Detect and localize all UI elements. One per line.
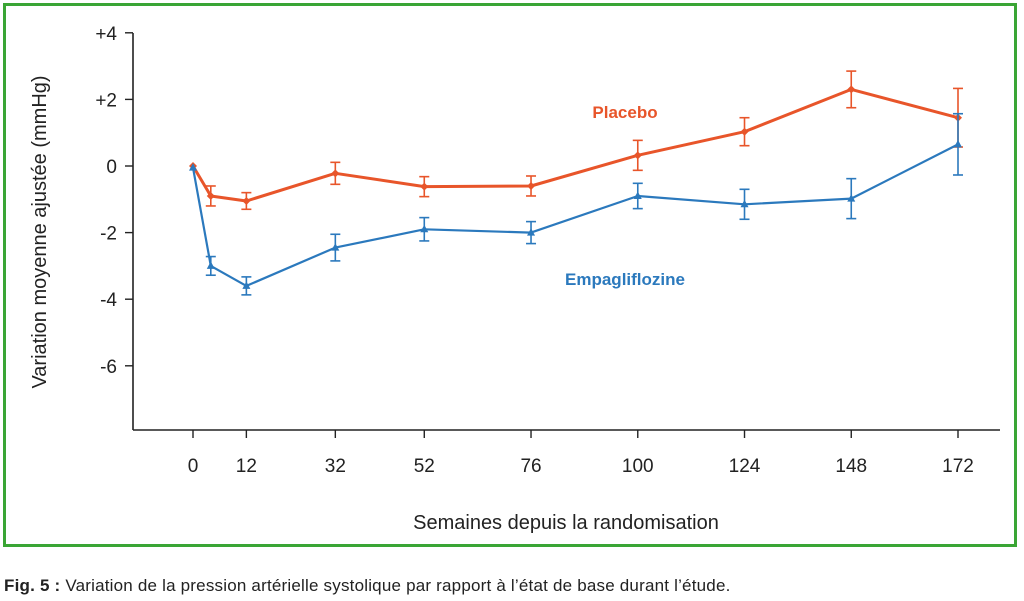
data-point bbox=[954, 139, 962, 148]
data-point bbox=[206, 261, 215, 269]
caption-text: Variation de la pression artérielle syst… bbox=[60, 576, 731, 595]
data-point bbox=[633, 151, 642, 160]
data-point bbox=[527, 228, 536, 236]
legend-empagliflozine: Empagliflozine bbox=[565, 270, 685, 289]
series-line bbox=[191, 87, 959, 203]
data-point bbox=[331, 243, 340, 251]
y-tick-label: -6 bbox=[100, 357, 117, 378]
y-tick-label: 0 bbox=[106, 157, 117, 178]
figure-caption: Fig. 5 : Variation de la pression artéri… bbox=[4, 576, 731, 596]
data-point bbox=[847, 194, 856, 202]
x-tick-label: 124 bbox=[729, 456, 761, 477]
figure-frame bbox=[3, 3, 1017, 547]
x-tick-label: 0 bbox=[188, 456, 199, 477]
series-empagliflozine bbox=[189, 112, 963, 296]
x-tick-label: 148 bbox=[835, 456, 867, 477]
data-point bbox=[420, 224, 429, 233]
y-tick-label: -2 bbox=[100, 224, 117, 245]
x-tick-label: 12 bbox=[236, 456, 257, 477]
chart-ticks: +4 +2 0 -2 -4 -6 0 12 32 52 76 100 124 148 172 bbox=[95, 24, 974, 477]
y-tick-label: +2 bbox=[95, 90, 117, 111]
y-tick-label: +4 bbox=[95, 24, 117, 45]
x-tick-label: 52 bbox=[414, 456, 435, 477]
data-point bbox=[740, 199, 749, 208]
data-point bbox=[527, 181, 536, 190]
caption-lead: Fig. 5 : bbox=[4, 576, 61, 595]
data-point bbox=[847, 85, 856, 94]
y-axis-label: Variation moyenne ajustée (mmHg) bbox=[29, 75, 51, 388]
y-tick-label: -4 bbox=[100, 290, 117, 311]
data-point bbox=[740, 127, 749, 136]
line-chart: +4 +2 0 -2 -4 -6 0 12 32 52 76 100 124 148 172 Variati… bbox=[29, 24, 1000, 534]
series-placebo bbox=[189, 70, 963, 211]
legend-placebo: Placebo bbox=[592, 103, 657, 122]
data-point bbox=[206, 191, 215, 200]
data-point bbox=[242, 281, 251, 289]
data-point bbox=[242, 196, 251, 205]
series-line bbox=[191, 143, 959, 287]
x-tick-label: 100 bbox=[622, 456, 654, 477]
chart-axes bbox=[132, 33, 1000, 431]
chart-series bbox=[189, 70, 963, 296]
x-tick-label: 76 bbox=[520, 456, 541, 477]
x-tick-label: 172 bbox=[942, 456, 974, 477]
x-tick-label: 32 bbox=[325, 456, 346, 477]
data-point bbox=[331, 169, 340, 178]
data-point bbox=[633, 191, 642, 199]
x-axis-label: Semaines depuis la randomisation bbox=[413, 512, 719, 534]
data-point bbox=[420, 182, 429, 191]
data-point bbox=[189, 163, 197, 171]
